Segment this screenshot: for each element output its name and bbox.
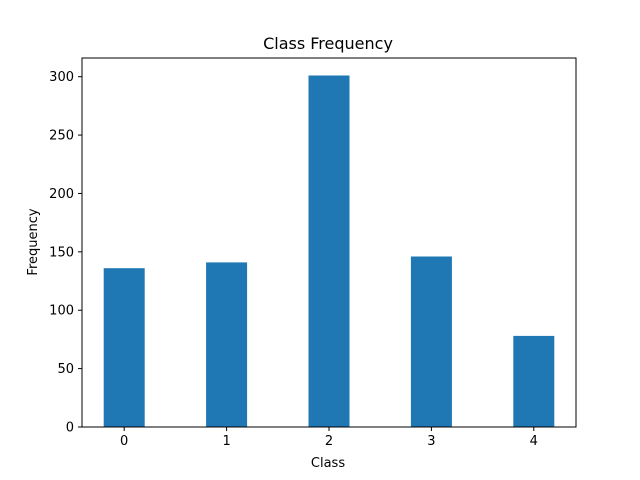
x-tick-label: 4 <box>530 434 538 449</box>
y-tick-label: 0 <box>66 421 74 436</box>
bar-class-2 <box>308 75 350 427</box>
y-axis-ticks: 0 50 100 150 200 250 300 <box>49 70 82 436</box>
x-tick-label: 0 <box>120 434 128 449</box>
y-tick-label: 200 <box>49 187 74 202</box>
bar-class-4 <box>513 335 555 427</box>
y-tick-label: 250 <box>49 129 74 144</box>
bar-class-1 <box>206 262 248 427</box>
x-axis-label: Class <box>311 456 345 471</box>
x-axis-ticks: 0 1 2 3 4 <box>120 427 538 449</box>
chart-title: Class Frequency <box>263 34 393 53</box>
y-tick-label: 300 <box>49 70 74 85</box>
bar-class-0 <box>103 268 145 427</box>
y-tick-label: 50 <box>57 362 74 377</box>
bar-class-3 <box>410 256 452 427</box>
x-tick-label: 2 <box>325 434 333 449</box>
y-axis-label: Frequency <box>26 208 41 275</box>
x-tick-label: 1 <box>222 434 230 449</box>
bars-group <box>103 75 555 427</box>
x-tick-label: 3 <box>427 434 435 449</box>
y-tick-label: 150 <box>49 245 74 260</box>
y-tick-label: 100 <box>49 304 74 319</box>
